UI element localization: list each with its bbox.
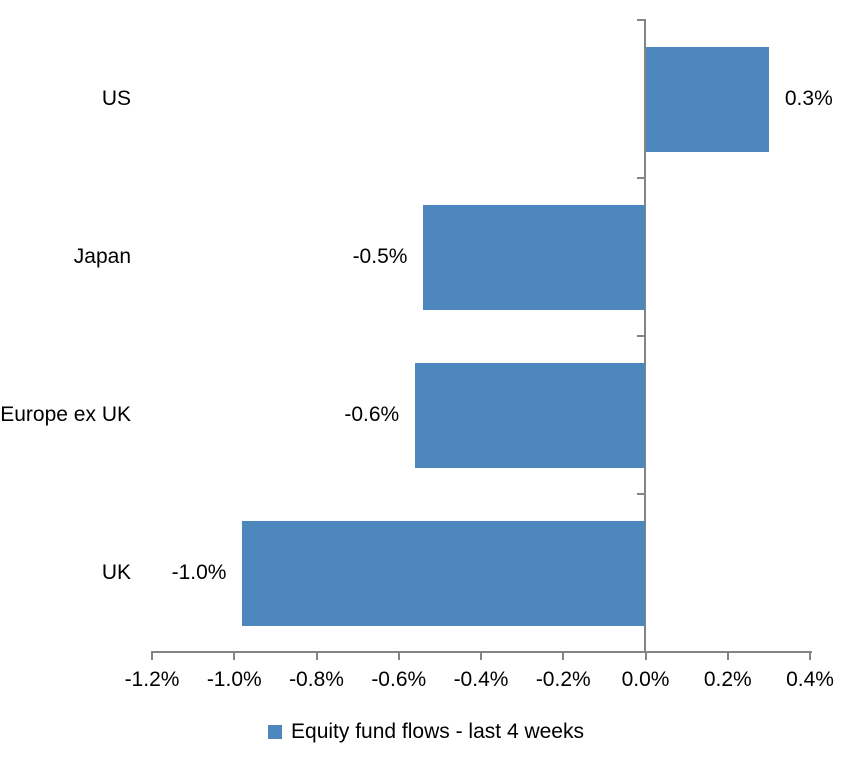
category-axis-tick [637,335,645,337]
x-axis-tick [809,651,811,660]
x-axis-tick [644,651,647,660]
category-axis-tick [637,177,645,179]
category-label: Europe ex UK [0,403,131,426]
x-axis-tick-label: -0.4% [453,668,509,691]
category-label: Japan [73,245,131,268]
bar-europe-ex-uk [415,362,646,468]
x-axis-tick-label: -1.2% [124,668,180,691]
x-axis-tick-label: -0.8% [289,668,344,691]
category-label: UK [101,561,131,584]
bar-us [645,46,769,152]
data-label: 0.3% [784,87,833,110]
x-axis-tick-label: 0.4% [786,668,834,691]
category-label: US [101,87,131,110]
legend-marker-icon [268,725,283,739]
x-axis-tick-label: -0.6% [371,668,427,691]
x-axis-tick-label: -0.2% [535,668,591,691]
x-axis-tick [151,651,153,660]
x-axis-tick [562,651,565,660]
bar-japan [423,204,646,310]
legend-label: Equity fund flows - last 4 weeks [291,720,584,743]
x-axis-tick [480,651,482,660]
category-axis-tick [637,493,645,495]
bar-uk [242,520,646,626]
x-axis-tick [397,651,400,660]
x-axis-tick-label: -1.0% [206,668,262,691]
x-axis-tick [315,651,318,660]
x-axis-tick-label: 0.2% [703,668,752,691]
data-label: -0.6% [344,403,400,426]
x-axis-tick [233,651,236,660]
x-axis-tick-label: 0.0% [621,668,670,691]
value-zero-axis-line [644,19,646,653]
legend: Equity fund flows - last 4 weeks [0,720,852,744]
data-label: -0.5% [352,245,408,268]
category-axis-tick [637,19,645,21]
data-label: -1.0% [171,561,227,584]
x-axis-tick [726,651,729,660]
